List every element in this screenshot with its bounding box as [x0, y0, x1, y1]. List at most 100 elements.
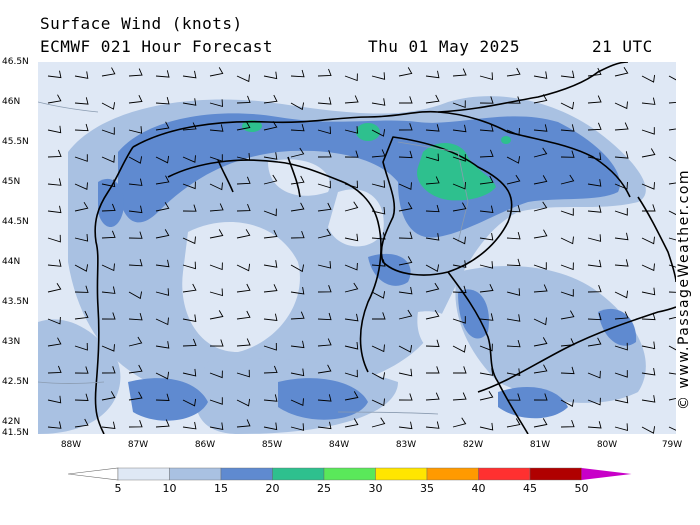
- wind-barb: [398, 256, 413, 266]
- wind-barb: [506, 339, 521, 348]
- wind-barb: [614, 122, 629, 131]
- wind-barb: [479, 205, 494, 214]
- legend-swatch: [220, 467, 273, 481]
- wind-barb: [344, 126, 359, 134]
- wind-barb: [425, 94, 440, 104]
- wind-barb: [209, 229, 224, 239]
- wind-barb: [560, 101, 575, 110]
- legend-label: 40: [471, 482, 486, 495]
- wind-barb: [182, 283, 197, 293]
- wind-barb: [533, 124, 548, 132]
- wind-barb: [641, 368, 656, 376]
- wind-barb: [452, 392, 467, 401]
- wind-barb: [668, 264, 676, 268]
- wind-barb: [209, 310, 224, 320]
- wind-barb: [452, 236, 466, 245]
- wind-barb: [236, 369, 250, 378]
- wind-barb: [128, 391, 143, 401]
- forecast-model: ECMWF 021 Hour Forecast: [40, 37, 274, 56]
- wind-barb: [560, 366, 575, 375]
- wind-barb: [479, 284, 494, 293]
- wind-barb: [560, 174, 575, 185]
- wind-barb: [344, 282, 359, 293]
- wind-barb: [317, 97, 332, 105]
- wind-barb: [479, 343, 493, 352]
- wind-barb: [47, 316, 61, 325]
- wind-barb: [479, 390, 494, 401]
- lat-label: 46N: [2, 97, 21, 107]
- wind-barb: [209, 182, 223, 191]
- wind-barb: [614, 208, 628, 216]
- wind-barb: [344, 150, 359, 158]
- wind-barb: [182, 338, 197, 347]
- wind-barb: [209, 262, 223, 271]
- wind-barb: [398, 150, 413, 159]
- wind-barb: [236, 338, 251, 347]
- wind-barb: [479, 261, 494, 269]
- wind-barb: [452, 285, 467, 294]
- wind-barb: [614, 232, 629, 241]
- wind-barb: [371, 344, 385, 353]
- wind-barb: [641, 341, 656, 350]
- wind-barb: [155, 175, 170, 185]
- wind-barb: [425, 153, 439, 162]
- wind-barb: [344, 180, 358, 189]
- lat-label: 42N: [2, 417, 21, 427]
- wind-barb: [479, 422, 494, 431]
- legend-swatch: [426, 467, 479, 481]
- wind-barb: [182, 98, 197, 106]
- wind-barb: [209, 370, 223, 379]
- wind-barb: [668, 102, 676, 104]
- wind-barb: [101, 263, 115, 272]
- wind-barb: [182, 261, 196, 270]
- wind-barb: [236, 398, 251, 407]
- wind-barb: [641, 236, 655, 245]
- wind-barb: [128, 420, 143, 428]
- lat-label: 44N: [2, 257, 21, 267]
- wind-barb: [128, 68, 143, 77]
- wind-barb: [101, 391, 116, 401]
- wind-barb: [344, 418, 359, 428]
- lon-label: 83W: [395, 440, 417, 450]
- wind-barb: [642, 204, 656, 212]
- wind-barb: [182, 368, 197, 377]
- wind-barb: [371, 417, 386, 428]
- lat-label: 45N: [2, 177, 21, 187]
- wind-barb: [101, 179, 116, 188]
- wind-barb: [641, 312, 656, 321]
- wind-barb: [155, 259, 170, 268]
- wind-barb: [101, 127, 115, 135]
- wind-barb: [317, 228, 332, 239]
- wind-barb: [506, 96, 521, 104]
- wind-barb: [371, 129, 386, 137]
- wind-barb: [317, 312, 332, 321]
- wind-barb: [47, 259, 62, 267]
- wind-barb: [479, 96, 494, 104]
- wind-barb: [74, 123, 89, 132]
- wind-barb: [425, 392, 440, 401]
- wind-barb: [398, 345, 413, 353]
- wind-barb: [452, 345, 467, 353]
- wind-barb: [47, 178, 62, 186]
- wind-barb: [263, 394, 278, 402]
- wind-barb: [344, 201, 359, 212]
- wind-barb: [155, 70, 170, 78]
- wind-barb: [614, 151, 629, 159]
- wind-barb: [425, 233, 440, 241]
- wind-barb: [587, 152, 602, 161]
- wind-barb: [560, 236, 574, 245]
- wind-barb: [155, 288, 170, 296]
- wind-barb: [533, 71, 548, 79]
- wind-barb: [317, 126, 331, 135]
- wind-barb: [290, 123, 305, 132]
- wind-barb: [128, 231, 143, 239]
- wind-barb: [668, 397, 676, 401]
- wind-barb: [614, 181, 628, 190]
- legend-label: 20: [265, 482, 280, 495]
- wind-barb: [128, 205, 143, 214]
- wind-barb: [47, 282, 62, 293]
- wind-barb: [641, 74, 656, 83]
- legend-label: 10: [162, 482, 177, 495]
- wind-barb: [668, 156, 676, 162]
- wind-barb: [263, 422, 278, 431]
